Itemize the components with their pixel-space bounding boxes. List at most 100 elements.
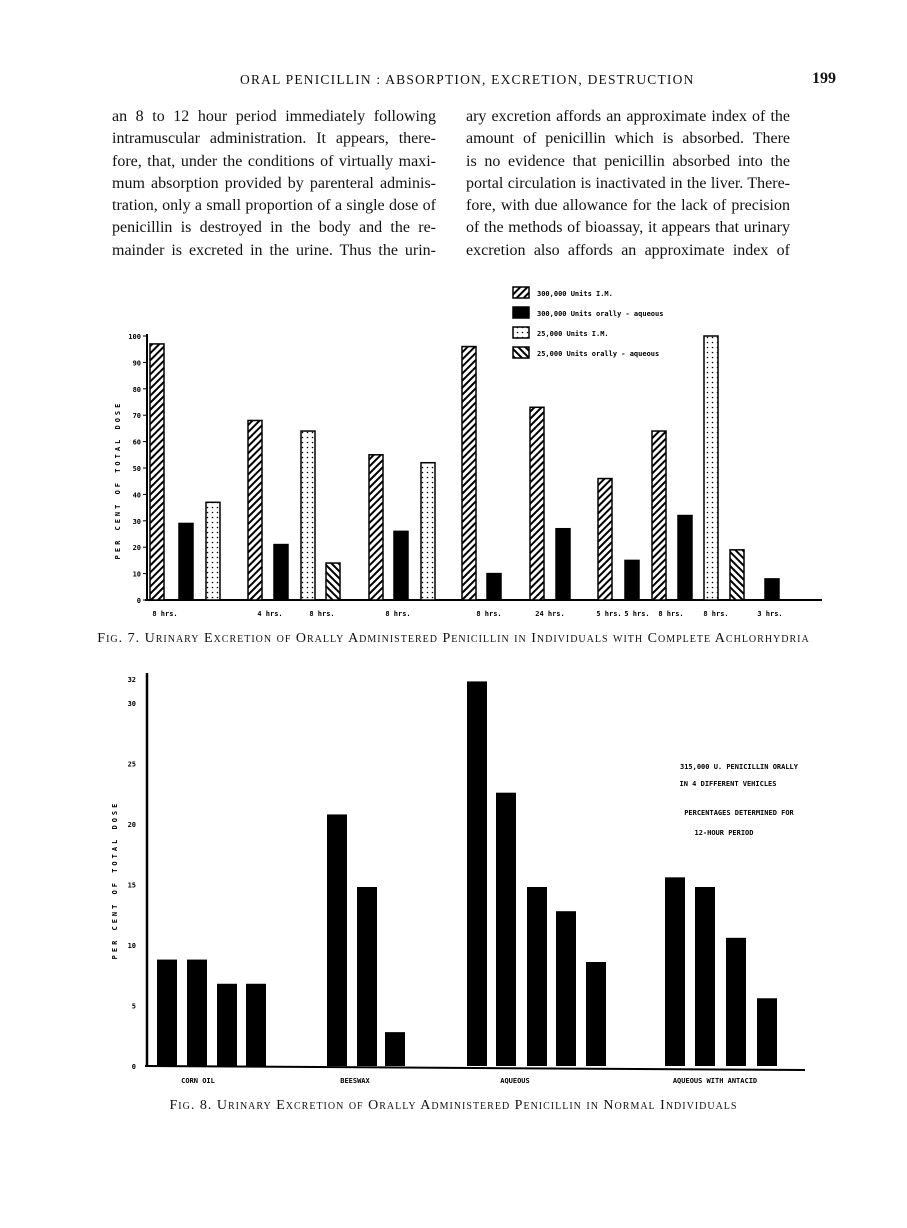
figure-8-caption: Fig. 8. Urinary Excretion of Orally Admi… (169, 1098, 738, 1113)
figure-7-chart: 0 10 20 30 40 50 60 70 80 90 100 PER CENT OF TOTAL … (114, 286, 822, 618)
text-line: intramuscular administration. It appears… (112, 130, 436, 148)
legend-label: 300,000 Units orally - aqueous (537, 310, 663, 318)
text-line: mum absorption provided by parenteral ad… (112, 174, 436, 192)
y-tick-label: 15 (128, 882, 136, 890)
bar (461, 345, 477, 601)
y-tick-label: 20 (128, 821, 136, 829)
category-label: CORN OIL (181, 1077, 215, 1085)
text-line: of the methods of bioassay, it appears t… (466, 219, 790, 237)
y-tick-label: 0 (132, 1063, 136, 1071)
x-axis (144, 1065, 806, 1071)
bar (726, 937, 746, 1066)
bar (273, 543, 289, 601)
bar (247, 419, 263, 601)
x-tick-label: 5 hrs. (624, 610, 649, 618)
figure-8-chart: 0 5 10 15 20 25 30 32 PER CENT OF TOTAL DOSE CORN… (111, 673, 806, 1085)
text-line: tration, only a small proportion of a si… (112, 197, 436, 215)
bar (677, 514, 693, 601)
annotation-line: 315,000 U. PENICILLIN ORALLY (680, 763, 799, 771)
y-tick-label: 0 (137, 597, 141, 605)
y-axis-label: PER CENT OF TOTAL DOSE (111, 801, 119, 960)
legend-swatch (512, 346, 530, 359)
annotation-line: PERCENTAGES DETERMINED FOR (684, 809, 794, 817)
x-tick-label: 8 hrs. (309, 610, 334, 618)
x-tick-label: 3 hrs. (757, 610, 782, 618)
legend-swatch (512, 286, 530, 299)
bar (368, 454, 384, 601)
y-tick-label: 40 (133, 491, 141, 499)
bar (527, 887, 547, 1066)
bar (205, 501, 221, 601)
bar (496, 792, 516, 1066)
y-tick-label: 70 (133, 412, 141, 420)
figure-7-caption: Fig. 7. Urinary Excretion of Orally Admi… (97, 631, 810, 646)
bar (246, 983, 266, 1066)
bar (556, 911, 576, 1066)
x-tick-label: 24 hrs. (535, 610, 565, 618)
legend-swatch (512, 306, 530, 319)
y-tick-label: 80 (133, 386, 141, 394)
text-line: fore, with due allowance for the lack of… (466, 197, 790, 215)
legend-label: 300,000 Units I.M. (537, 290, 613, 298)
legend-label: 25,000 Units I.M. (537, 330, 609, 338)
bar (217, 983, 237, 1066)
text-line: penicillin is destroyed in the body and … (112, 219, 436, 237)
bar (586, 961, 606, 1066)
bar (357, 887, 377, 1066)
legend-swatch (512, 326, 530, 339)
text-line: ary excretion affords an approximate ind… (466, 108, 790, 125)
bar (529, 406, 545, 601)
y-tick-label: 5 (132, 1003, 136, 1011)
annotation-line: IN 4 DIFFERENT VEHICLES (680, 780, 777, 788)
bar (665, 877, 685, 1066)
category-label: AQUEOUS WITH ANTACID (673, 1077, 757, 1085)
x-tick-label: 4 hrs. (257, 610, 282, 618)
x-tick-label: 5 hrs. (596, 610, 621, 618)
bar (486, 572, 502, 601)
page-number: 199 (812, 70, 836, 87)
bar (764, 578, 780, 601)
bar (187, 959, 207, 1066)
text-line: amount of penicillin which is absorbed. … (466, 130, 790, 148)
text-line: fore, that, under the conditions of virt… (112, 152, 436, 170)
y-tick-label: 32 (128, 676, 136, 684)
bar (695, 887, 715, 1066)
x-tick-label: 8 hrs. (152, 610, 177, 618)
y-tick-label: 25 (128, 761, 136, 769)
running-header: ORAL PENICILLIN : ABSORPTION, EXCRETION,… (0, 70, 907, 92)
text-line: portal circulation is inactivated in the… (466, 174, 790, 192)
y-tick-label: 10 (133, 571, 141, 579)
bar (597, 477, 613, 601)
legend-label: 25,000 Units orally - aqueous (537, 350, 659, 358)
x-tick-label: 8 hrs. (476, 610, 501, 618)
bar (385, 1032, 405, 1066)
y-tick-label: 90 (133, 359, 141, 367)
right-column-text: ary excretion affords an approximate ind… (466, 106, 790, 262)
x-tick-label: 8 hrs. (703, 610, 728, 618)
bar (178, 522, 194, 601)
y-axis-label: PER CENT OF TOTAL DOSE (114, 401, 122, 560)
annotation-line: 12-HOUR PERIOD (694, 829, 753, 837)
y-tick-label: 20 (133, 544, 141, 552)
category-label: BEESWAX (340, 1077, 370, 1085)
x-tick-label: 8 hrs. (385, 610, 410, 618)
bar (300, 430, 316, 601)
bar (420, 461, 436, 601)
y-tick-label: 10 (128, 942, 136, 950)
bar (325, 562, 341, 601)
bar (149, 343, 165, 601)
text-line: excretion also affords an approximate in… (466, 241, 790, 259)
bar (393, 530, 409, 601)
left-column-text: an 8 to 12 hour period immediately follo… (112, 106, 436, 262)
y-tick-label: 100 (128, 333, 141, 341)
bar (555, 527, 571, 601)
bar (651, 430, 667, 601)
y-tick-label: 50 (133, 465, 141, 473)
text-line: mainder is excreted in the urine. Thus t… (112, 241, 436, 259)
category-label: AQUEOUS (500, 1077, 530, 1085)
y-tick-label: 60 (133, 439, 141, 447)
bar (624, 559, 640, 601)
bar (157, 959, 177, 1066)
x-tick-label: 8 hrs. (658, 610, 683, 618)
